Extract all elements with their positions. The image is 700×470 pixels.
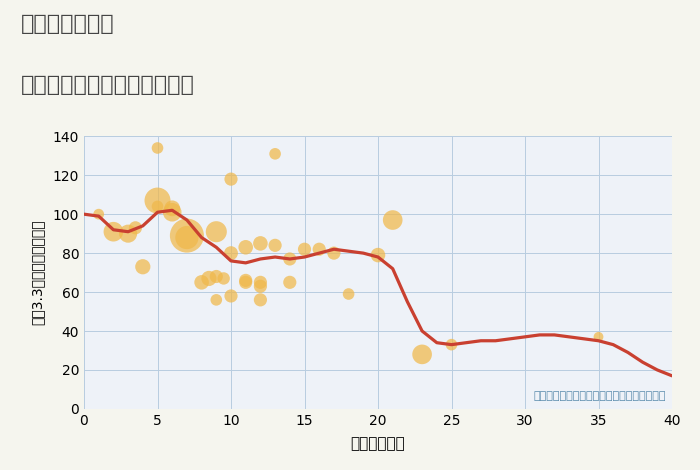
Point <box>167 204 178 212</box>
Text: 築年数別中古マンション価格: 築年数別中古マンション価格 <box>21 75 195 95</box>
Point <box>270 150 281 157</box>
Point <box>196 279 207 286</box>
Point <box>203 274 214 282</box>
Point <box>181 234 193 241</box>
Point <box>343 290 354 298</box>
Point <box>108 228 119 235</box>
Point <box>255 240 266 247</box>
Text: 円の大きさは、取引のあった物件面積を示す: 円の大きさは、取引のあった物件面積を示す <box>533 391 666 401</box>
Point <box>284 279 295 286</box>
Point <box>218 274 230 282</box>
Point <box>181 232 193 239</box>
Point <box>314 245 325 253</box>
Point <box>255 279 266 286</box>
Point <box>240 243 251 251</box>
Point <box>93 211 104 218</box>
Point <box>328 250 339 257</box>
Point <box>255 282 266 290</box>
Point <box>299 245 310 253</box>
Point <box>240 277 251 284</box>
Point <box>372 251 384 259</box>
Y-axis label: 坪（3.3㎡）単価（万円）: 坪（3.3㎡）単価（万円） <box>30 220 44 325</box>
Point <box>211 273 222 280</box>
Point <box>270 242 281 249</box>
Point <box>211 296 222 304</box>
Point <box>240 279 251 286</box>
Point <box>152 203 163 210</box>
Point <box>416 351 428 358</box>
Point <box>152 144 163 152</box>
Point <box>130 224 141 232</box>
Point <box>593 333 604 341</box>
Point <box>225 250 237 257</box>
Point <box>211 228 222 235</box>
Point <box>446 341 457 348</box>
Point <box>137 263 148 271</box>
Point <box>284 255 295 263</box>
Text: 三重県津市牧町: 三重県津市牧町 <box>21 14 115 34</box>
Point <box>225 292 237 300</box>
Point <box>225 175 237 183</box>
X-axis label: 築年数（年）: 築年数（年） <box>351 436 405 451</box>
Point <box>255 296 266 304</box>
Point <box>387 216 398 224</box>
Point <box>122 230 134 237</box>
Point <box>167 209 178 216</box>
Point <box>152 197 163 204</box>
